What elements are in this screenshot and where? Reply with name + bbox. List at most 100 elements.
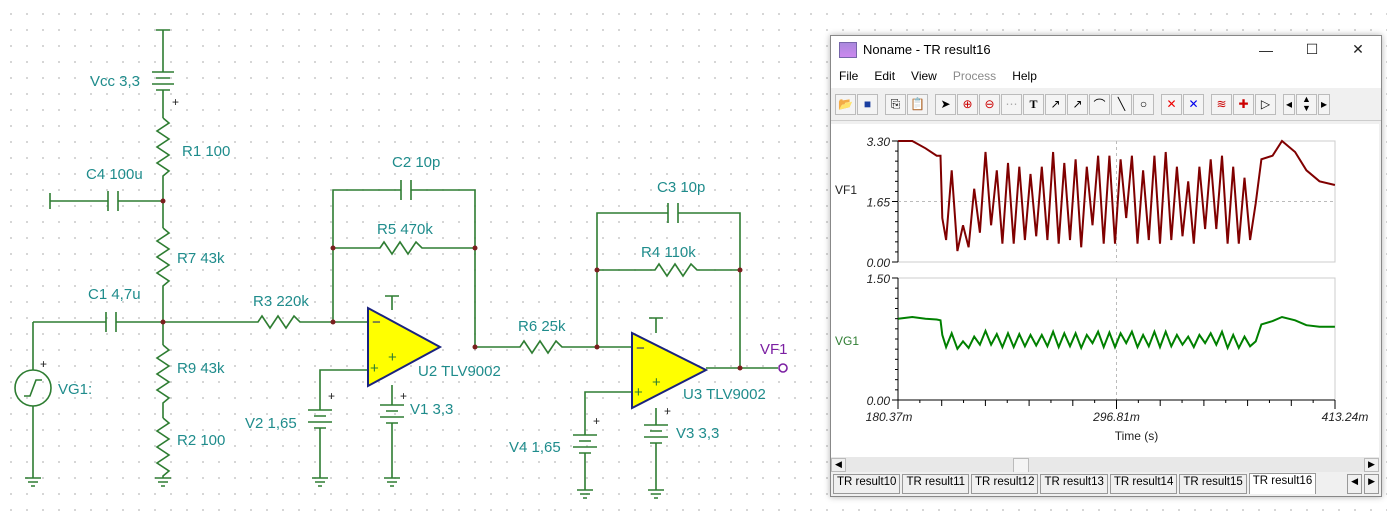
horizontal-scrollbar[interactable]: ◀ ▶ [831, 457, 1379, 473]
formula-icon[interactable]: ⌒ [1089, 93, 1110, 115]
u3-opamp[interactable] [631, 331, 709, 410]
y-tick-label: 3.30 [867, 135, 891, 149]
minimize-button[interactable]: — [1259, 41, 1273, 58]
c1-label: C1 4,7u [88, 286, 141, 303]
zoom-in-icon[interactable]: ⊕ [957, 93, 978, 115]
cursor-b-icon[interactable]: ✕ [1183, 93, 1204, 115]
tab-scroll-right[interactable]: ▶ [1364, 474, 1379, 494]
vcc-label: Vcc 3,3 [90, 73, 140, 90]
c4-label: C4 100u [86, 166, 143, 183]
tab-tr-result16[interactable]: TR result16 [1248, 473, 1317, 494]
v2-battery [308, 369, 368, 487]
tab-tr-result15[interactable]: TR result15 [1179, 474, 1247, 494]
scroll-right-button[interactable]: ▶ [1364, 457, 1379, 472]
u2-inverting-pin: − [372, 314, 381, 331]
u2-label: U2 TLV9002 [418, 363, 501, 380]
u3-supply-pin: + [652, 374, 661, 391]
copy-icon[interactable]: ⎘ [885, 93, 906, 115]
pointer-icon[interactable]: ➤ [935, 93, 956, 115]
menu-bar: File Edit View Process Help [831, 63, 1381, 88]
open-icon[interactable]: 📂 [835, 93, 856, 115]
circle-icon[interactable]: ○ [1133, 93, 1154, 115]
zoom-100-icon[interactable]: ⊖ [979, 93, 1000, 115]
r7-label: R7 43k [177, 250, 225, 267]
scroll-left-icon[interactable]: ◂ [1283, 93, 1295, 115]
u2-opamp[interactable] [367, 306, 443, 388]
v4-battery [573, 391, 632, 499]
c2-label: C2 10p [392, 154, 440, 171]
tab-scroll-left[interactable]: ◀ [1347, 474, 1363, 494]
waveform-chart: 3.30 1.65 0.00 VF1 1.50 0.00 VG1 180.37m 296.81m… [835, 135, 1368, 443]
menu-process: Process [952, 68, 997, 83]
r4-label: R4 110k [641, 244, 696, 261]
scroll-thumb[interactable] [1013, 457, 1029, 473]
label-query-icon[interactable]: ↗ [1067, 93, 1088, 115]
scroll-left-button[interactable]: ◀ [831, 457, 846, 472]
scroll-up-down-icon[interactable]: ▲ ▼ [1296, 93, 1317, 115]
maximize-button[interactable]: ☐ [1305, 41, 1319, 57]
x-axis-label: Time (s) [1115, 429, 1159, 443]
vf1-probe-label: VF1 [760, 341, 788, 358]
grid-icon[interactable]: ⋯ [1001, 93, 1022, 115]
c4-capacitor [49, 191, 163, 211]
vg1-label: VG1: [58, 381, 92, 398]
menu-file[interactable]: File [839, 68, 859, 83]
r9-label: R9 43k [177, 360, 225, 377]
add-curve-icon[interactable]: ≋ [1211, 93, 1232, 115]
junction-dots [160, 198, 743, 371]
series-label-VG1: VG1 [835, 334, 859, 348]
tab-tr-result10[interactable]: TR result10 [833, 474, 901, 494]
save-icon[interactable]: ■ [857, 93, 878, 115]
play-icon[interactable]: ▷ [1255, 93, 1276, 115]
c3-label: C3 10p [657, 179, 705, 196]
vg1-source [14, 369, 52, 407]
menu-edit[interactable]: Edit [874, 68, 896, 83]
series-line-VF1 [898, 139, 1336, 252]
add-probe-icon[interactable]: ✚ [1233, 93, 1254, 115]
title-bar[interactable]: Noname - TR result16 — ☐ ✕ [831, 36, 1381, 63]
y-tick-label: 0.00 [867, 394, 891, 408]
r6-label: R6 25k [518, 318, 566, 335]
text-icon[interactable]: T [1023, 93, 1044, 115]
result-tabs: TR result10 TR result11 TR result12 TR r… [831, 472, 1379, 494]
r7-resistor [155, 227, 171, 345]
r2-label: R2 100 [177, 432, 225, 449]
v1-label: V1 3,3 [410, 401, 453, 418]
c1-capacitor [33, 312, 250, 332]
u2-supply-pin: + [388, 349, 397, 366]
paste-icon[interactable]: 📋 [907, 93, 928, 115]
y-tick-label: 1.50 [867, 272, 891, 286]
u2-noninverting-pin: + [370, 360, 379, 377]
r5-label: R5 470k [377, 221, 433, 238]
v1-plus: + [400, 389, 407, 403]
vg1-plus: + [40, 357, 47, 371]
app-icon [839, 41, 857, 58]
menu-view[interactable]: View [911, 68, 937, 83]
vf1-probe-connector[interactable] [778, 363, 788, 373]
tab-tr-result11[interactable]: TR result11 [902, 474, 970, 494]
v2-plus: + [328, 389, 335, 403]
y-tick-label: 1.65 [867, 196, 891, 210]
v3-label: V3 3,3 [676, 425, 719, 442]
r9-resistor [155, 344, 171, 418]
series-label-VF1: VF1 [835, 183, 857, 197]
label-curve-icon[interactable]: ↗ [1045, 93, 1066, 115]
u3-noninverting-pin: + [634, 384, 643, 401]
tab-tr-result14[interactable]: TR result14 [1109, 474, 1178, 494]
tab-tr-result12[interactable]: TR result12 [971, 474, 1039, 494]
v2-label: V2 1,65 [245, 415, 297, 432]
plot-area[interactable]: 3.30 1.65 0.00 VF1 1.50 0.00 VG1 180.37m 296.81m… [831, 124, 1379, 457]
cursor-a-icon[interactable]: ✕ [1161, 93, 1182, 115]
r3-label: R3 220k [253, 293, 309, 310]
wires [14, 29, 778, 499]
close-button[interactable]: ✕ [1352, 41, 1364, 57]
tab-tr-result13[interactable]: TR result13 [1040, 474, 1108, 494]
v4-label: V4 1,65 [509, 439, 561, 456]
menu-help[interactable]: Help [1012, 68, 1037, 83]
schematic-canvas[interactable]: − + + − + + + + + + + + Vcc 3,3 R1 100 C… [0, 0, 820, 524]
scroll-right-icon[interactable]: ▸ [1318, 93, 1330, 115]
line-icon[interactable]: ╲ [1111, 93, 1132, 115]
r1-resistor [155, 117, 171, 228]
tr-result-window: Noname - TR result16 — ☐ ✕ File Edit Vie… [830, 35, 1382, 497]
v1-battery [380, 295, 404, 487]
